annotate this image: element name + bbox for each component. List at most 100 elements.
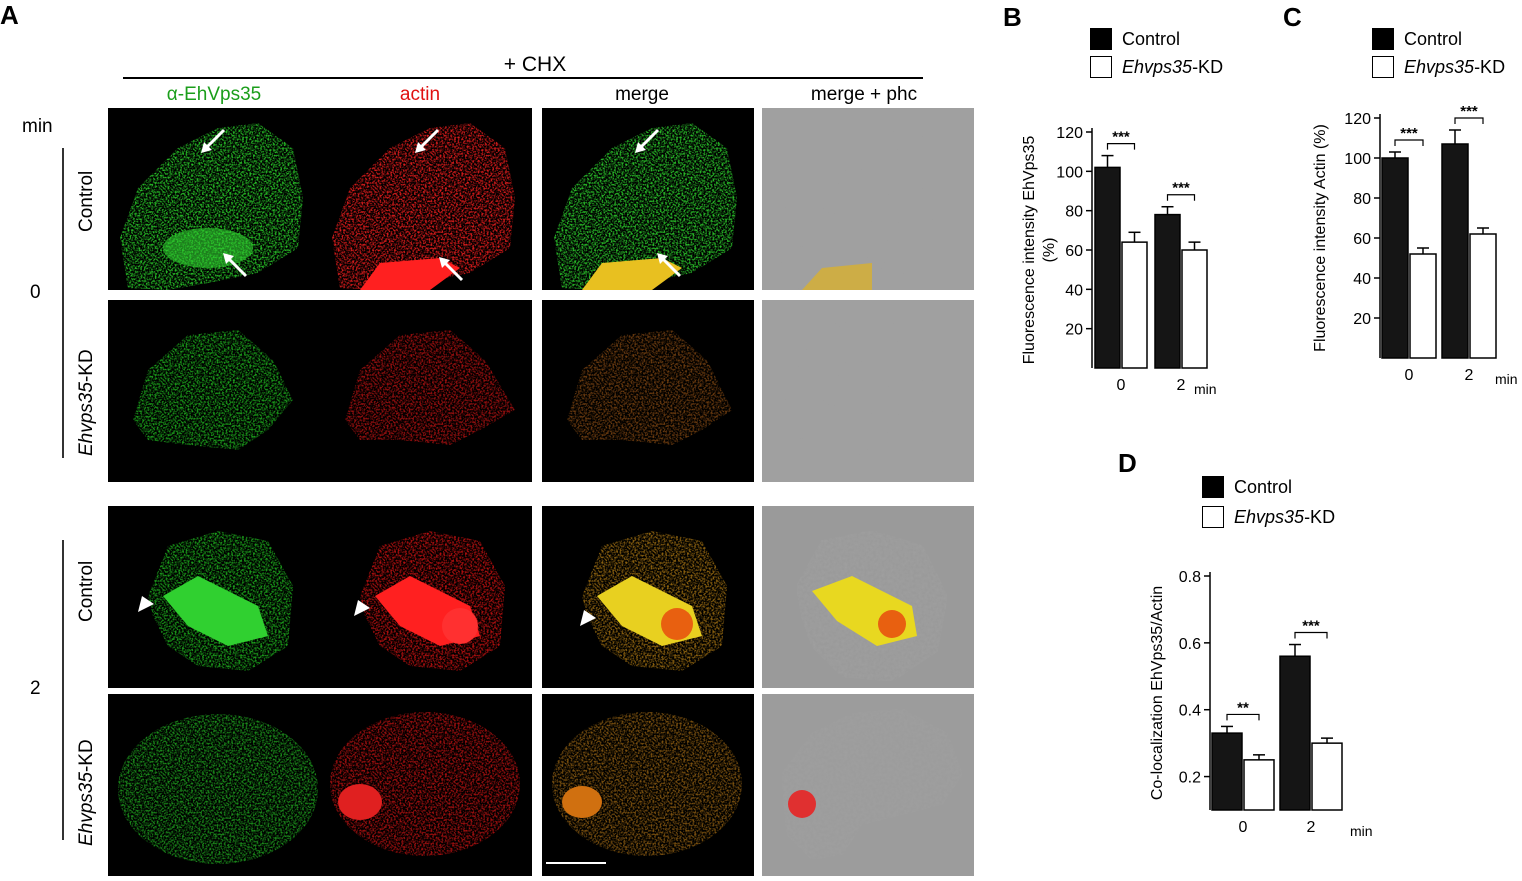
column-head-ehvps35: α-EhVps35 [166, 84, 262, 105]
bar [1409, 253, 1437, 359]
significance-bracket [1166, 194, 1196, 201]
x-tick-label: 2 [1177, 377, 1186, 394]
min-label: min [22, 116, 53, 137]
legend-swatch-kd [1202, 506, 1224, 528]
legend-swatch-control [1090, 28, 1112, 50]
x-tick-label: 0 [1239, 819, 1248, 836]
y-tick-label: 0.4 [1179, 703, 1201, 720]
bar [1181, 249, 1208, 369]
y-tick-label: 120 [1056, 125, 1083, 142]
significance-label: *** [1112, 129, 1130, 146]
bar [1441, 143, 1469, 359]
y-axis-label-unit: (%) [1041, 238, 1058, 263]
image-ehvps35-kd-0 [108, 300, 320, 482]
significance-label: *** [1302, 618, 1320, 635]
bar [1381, 157, 1409, 359]
x-tick-label: 0 [1405, 367, 1414, 384]
bar [1154, 213, 1181, 369]
significance-bracket [1294, 631, 1328, 639]
image-actin-kd-2 [320, 694, 532, 876]
significance-bracket [1394, 139, 1424, 146]
bar [1094, 166, 1121, 369]
arrow-icon [635, 128, 660, 153]
y-tick-label: 100 [1056, 164, 1083, 181]
significance-bracket [1454, 117, 1484, 124]
image-actin-kd-0 [320, 300, 532, 482]
time-label-2: 2 [30, 678, 41, 699]
significance-bracket [1226, 713, 1260, 721]
arrow-icon [657, 253, 682, 278]
x-tick-label: 0 [1117, 377, 1126, 394]
significance-label: ** [1237, 699, 1249, 716]
x-unit-label: min [1194, 381, 1217, 397]
y-tick-label: 0.8 [1179, 569, 1201, 586]
panel-a-letter: A [0, 0, 19, 30]
column-head-merge-phc: merge + phc [810, 84, 918, 105]
image-phc-control-2 [762, 506, 974, 688]
image-merge-kd-2 [542, 694, 754, 876]
y-tick-label: 0.6 [1179, 636, 1201, 653]
image-phc-kd-2 [762, 694, 974, 876]
arrowhead-icon [138, 596, 154, 612]
row-label-kd-0: Ehvps35-KD [76, 349, 97, 456]
treatment-label: + CHX [503, 53, 567, 76]
treatment-line [123, 77, 923, 79]
arrow-icon [223, 253, 248, 278]
arrowhead-icon [354, 600, 370, 616]
panel-d-letter: D [1118, 448, 1137, 478]
row-label-control-0: Control [76, 170, 97, 232]
image-ehvps35-control-2 [108, 506, 320, 688]
bar [1211, 732, 1243, 811]
legend-swatch-kd [1090, 56, 1112, 78]
arrow-icon [201, 128, 226, 153]
x-unit-label: min [1350, 823, 1373, 839]
y-tick-label: 120 [1344, 111, 1371, 128]
row-label-kd-2: Ehvps35-KD [76, 739, 97, 846]
x-tick-label: 2 [1465, 367, 1474, 384]
y-tick-label: 80 [1065, 204, 1083, 221]
y-axis-label: Fluorescence intensity Actin (%) [1312, 124, 1329, 352]
arrow-icon [415, 128, 440, 153]
arrowhead-icon [580, 610, 596, 626]
y-tick-label: 60 [1353, 231, 1371, 248]
legend-swatch-control [1202, 476, 1224, 498]
significance-label: *** [1460, 103, 1478, 120]
panel-b-letter: B [1003, 2, 1022, 32]
chart-d: 0.2 0.4 0.6 0.8 Co-localization EhVps35/Acti… [1149, 569, 1373, 839]
y-tick-label: 20 [1353, 311, 1371, 328]
y-tick-label: 0.2 [1179, 770, 1201, 787]
time-label-0: 0 [30, 282, 41, 303]
legend-swatch-control [1372, 28, 1394, 50]
x-unit-label: min [1495, 371, 1518, 387]
y-axis-label: Fluorescence intensity EhVps35 [1021, 136, 1038, 365]
significance-label: *** [1172, 180, 1190, 197]
y-tick-label: 100 [1344, 151, 1371, 168]
y-tick-label: 80 [1353, 191, 1371, 208]
scale-bar [546, 862, 606, 864]
bar [1279, 655, 1311, 811]
significance-label: *** [1400, 125, 1418, 142]
row-label-control-2: Control [76, 560, 97, 622]
time-bracket-2 [62, 540, 64, 840]
image-actin-control-2 [320, 506, 532, 688]
image-merge-control-0 [542, 108, 754, 290]
y-axis-label: Co-localization EhVps35/Actin [1149, 586, 1166, 800]
image-merge-control-2 [542, 506, 754, 688]
panel-c-letter: C [1283, 2, 1302, 32]
time-bracket-0 [62, 148, 64, 458]
y-tick-label: 40 [1065, 282, 1083, 299]
image-phc-kd-0 [762, 300, 974, 482]
x-tick-label: 2 [1307, 819, 1316, 836]
bar [1243, 759, 1275, 811]
image-actin-control-0 [320, 108, 532, 290]
image-merge-kd-0 [542, 300, 754, 482]
image-ehvps35-kd-2 [108, 694, 320, 876]
column-head-merge: merge [615, 84, 669, 105]
significance-bracket [1106, 143, 1136, 150]
y-tick-label: 40 [1353, 271, 1371, 288]
bar [1311, 742, 1343, 811]
column-head-actin: actin [399, 84, 441, 105]
image-ehvps35-control-0 [108, 108, 320, 290]
